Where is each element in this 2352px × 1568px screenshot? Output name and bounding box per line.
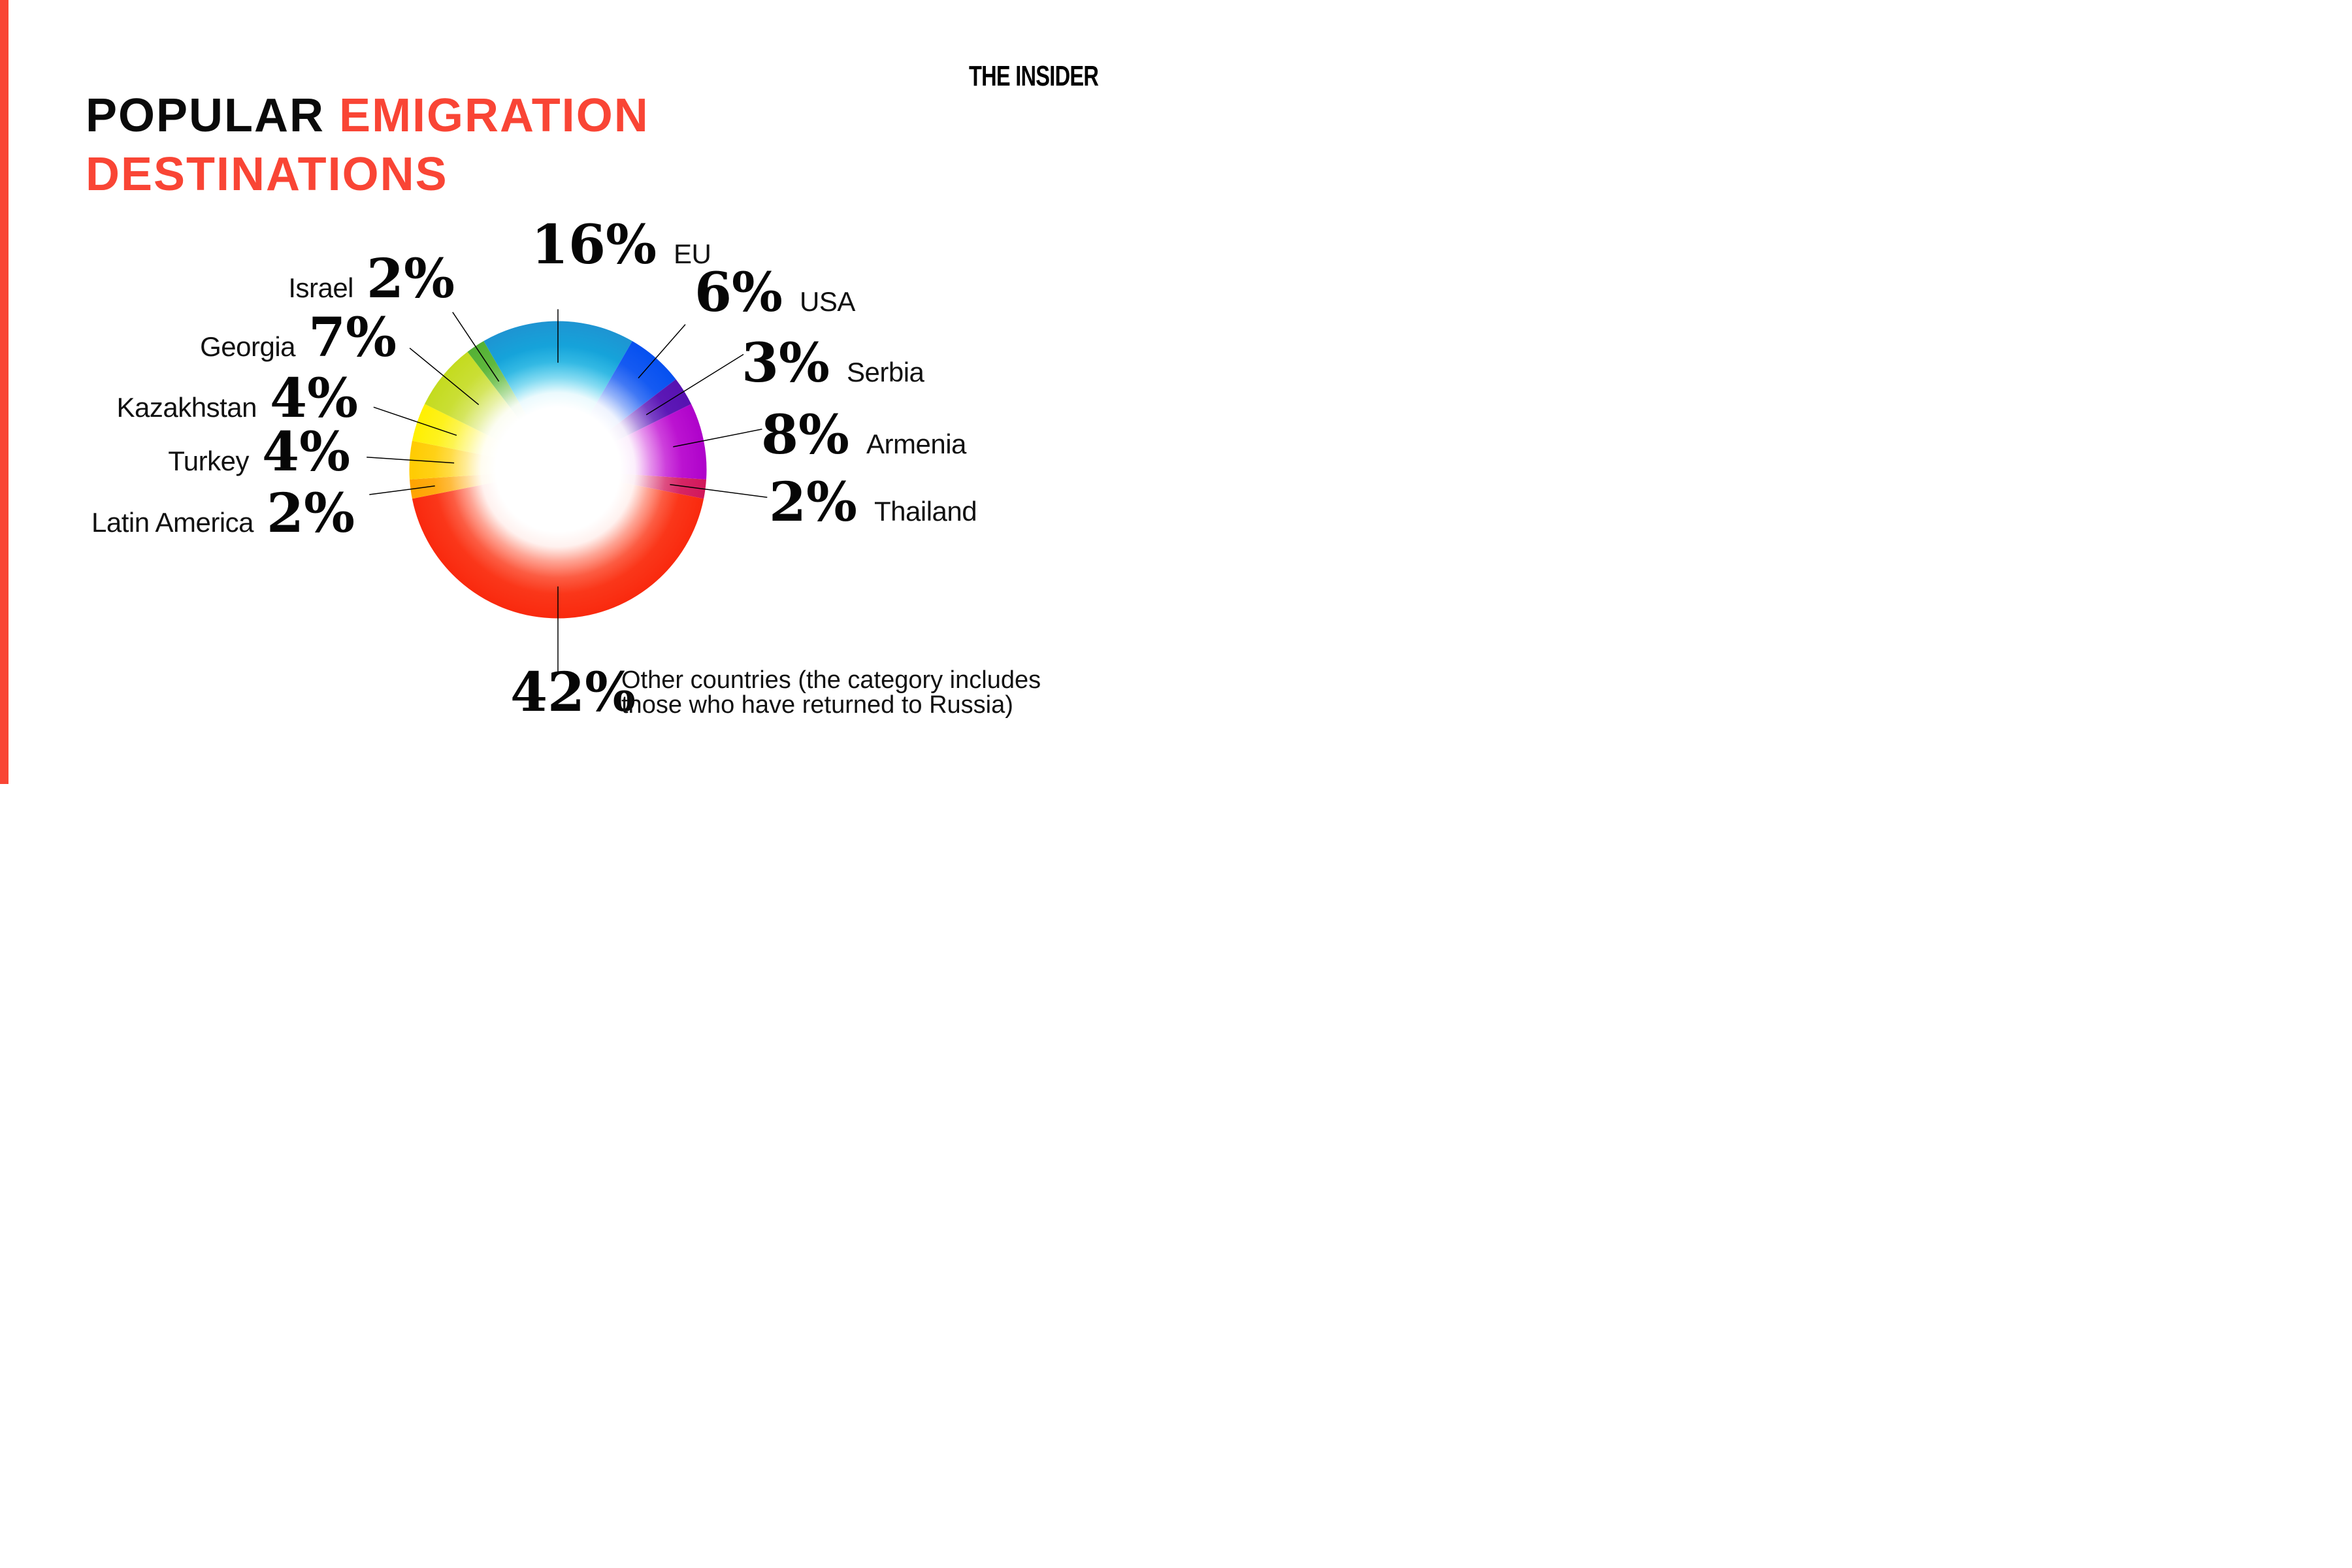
leader-line-turkey [367, 457, 455, 464]
chart-label-eu: 16% EU [531, 214, 711, 276]
pct-value: 2% [367, 248, 455, 310]
title-word-black: POPULAR [86, 90, 325, 142]
chart-label-kazakhstan: Kazakhstan 4% [116, 367, 358, 430]
chart-label-georgia: Georgia 7% [200, 306, 397, 369]
pct-value: 6% [694, 261, 783, 324]
pct-value: 2% [769, 471, 857, 534]
chart-label-pct-other: 42% [510, 661, 636, 724]
country-name: Turkey [168, 446, 250, 476]
chart-label-turkey: Turkey 4% [168, 421, 350, 483]
pct-value: 4% [270, 367, 358, 430]
leader-line-latin-america [369, 485, 435, 495]
leader-line-georgia [409, 348, 480, 405]
chart-label-serbia: 3% Serbia [742, 332, 924, 395]
pct-value: 2% [267, 482, 355, 545]
pct-value: 4% [262, 421, 350, 483]
country-name: Serbia [846, 357, 924, 387]
chart-label-thailand: 2% Thailand [769, 471, 977, 534]
brand-logo: THE INSIDER [969, 60, 1099, 92]
chart-label-usa: 6% USA [694, 261, 855, 324]
country-name: Armenia [866, 429, 966, 459]
accent-bar [0, 0, 8, 784]
donut-chart-svg [367, 309, 768, 673]
leader-line-armenia [673, 429, 762, 448]
title-line2: DESTINATIONS [86, 148, 448, 201]
country-name: USA [799, 286, 855, 317]
country-name: Israel [288, 272, 354, 303]
leader-line-usa [638, 324, 686, 379]
pct-value: 7% [308, 306, 397, 369]
leader-line-israel [452, 312, 500, 382]
country-name: EU [674, 238, 711, 269]
chart-label-latin-america: Latin America 2% [91, 482, 355, 545]
pct-value: 8% [761, 404, 849, 466]
country-name: Thailand [874, 496, 977, 527]
donut-chart: 16% EU 6% USA 3% Serbia 8% Armenia 2% Thailand 42%… [0, 0, 1176, 784]
title-word-red: EMIGRATION [339, 90, 649, 142]
chart-label-armenia: 8% Armenia [761, 404, 966, 466]
page-title: POPULAR EMIGRATION DESTINATIONS [86, 86, 649, 204]
donut-hole-glow [434, 346, 682, 594]
pct-value: 16% [531, 214, 657, 276]
chart-label-other-text: Other countries (the category includes th… [621, 666, 1041, 719]
country-name: Kazakhstan [116, 392, 257, 423]
pct-value: 3% [742, 332, 830, 395]
leader-line-thailand [670, 483, 768, 498]
pct-value: 42% [510, 661, 636, 724]
leader-line-serbia [645, 353, 744, 416]
leader-line-kazakhstan [373, 406, 457, 436]
chart-label-israel: Israel 2% [288, 248, 455, 310]
country-name: Georgia [200, 331, 296, 362]
country-name: Latin America [91, 507, 254, 538]
